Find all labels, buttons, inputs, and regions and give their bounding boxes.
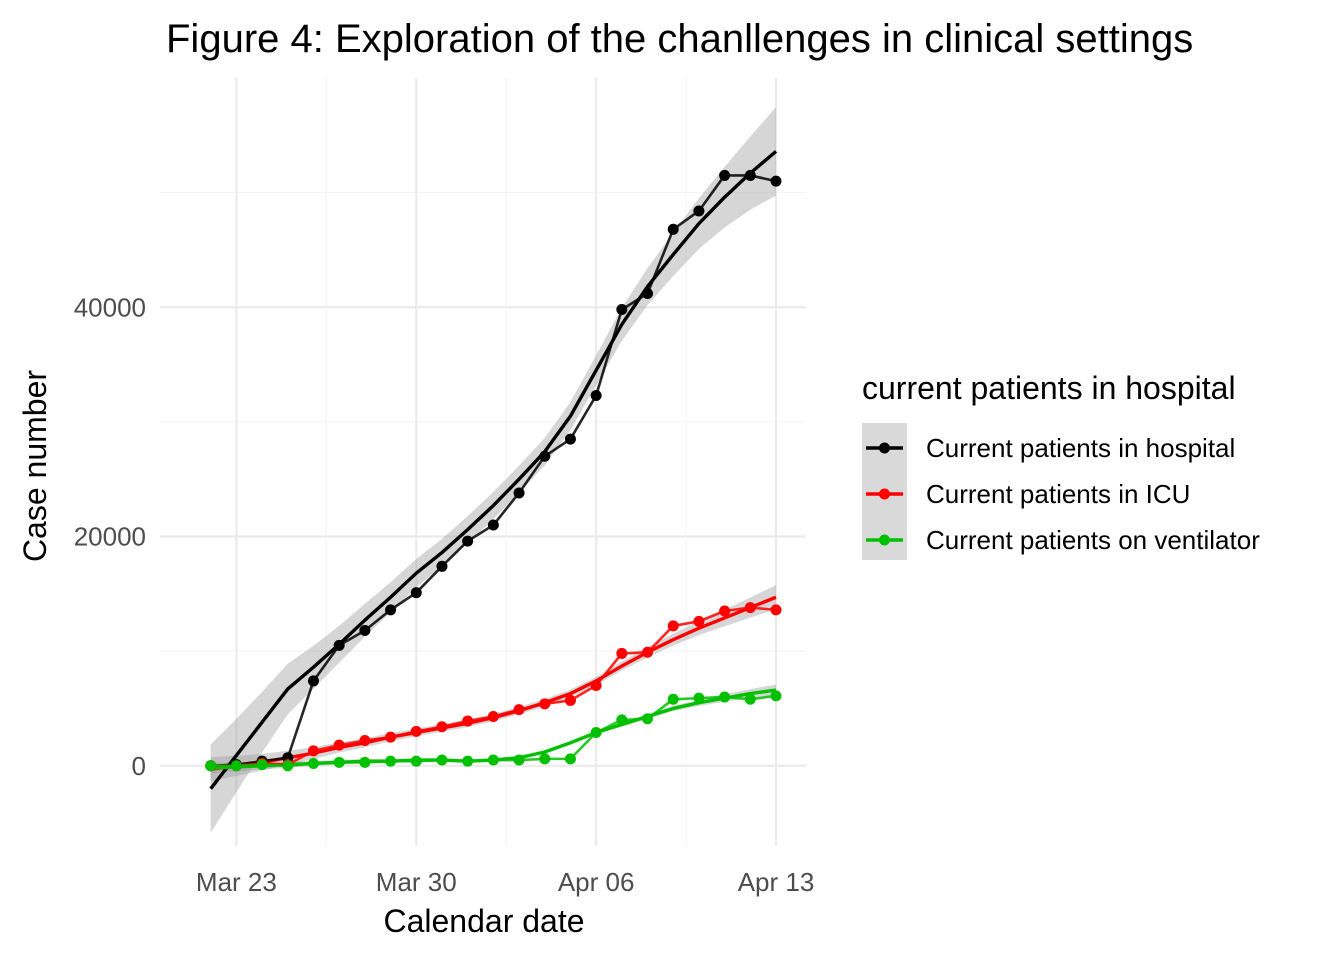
y-axis-ticks: 0 20000 40000	[74, 292, 146, 781]
data-point	[436, 721, 448, 733]
data-point	[333, 739, 345, 751]
data-point	[385, 731, 397, 743]
data-point	[770, 175, 782, 187]
y-axis-title: Case number	[17, 370, 53, 562]
data-point	[436, 754, 448, 766]
x-tick-label: Apr 06	[558, 867, 635, 897]
legend: current patients in hospital Current pat…	[862, 370, 1260, 560]
data-point	[719, 691, 731, 703]
data-point	[359, 756, 371, 768]
legend-key-point	[879, 534, 890, 546]
data-point	[667, 223, 679, 235]
data-point	[307, 757, 319, 769]
data-point	[564, 694, 576, 706]
data-point	[616, 647, 628, 659]
data-point	[513, 754, 525, 766]
data-point	[436, 560, 448, 572]
data-point	[462, 715, 474, 727]
grid	[160, 78, 806, 846]
plot-area	[160, 78, 806, 846]
data-point	[616, 304, 628, 316]
data-point	[539, 450, 551, 462]
data-point	[462, 755, 474, 767]
legend-items: Current patients in hospital Current pati…	[866, 433, 1260, 555]
data-point	[205, 760, 217, 772]
x-axis-title: Calendar date	[383, 903, 584, 939]
data-point	[385, 604, 397, 616]
data-point	[539, 698, 551, 710]
data-point	[590, 727, 602, 739]
data-point	[359, 625, 371, 637]
data-points	[205, 169, 782, 772]
data-point	[487, 519, 499, 531]
data-point	[333, 756, 345, 768]
x-axis-ticks: Mar 23 Mar 30 Apr 06 Apr 13	[196, 867, 814, 897]
data-point	[487, 710, 499, 722]
data-point	[693, 615, 705, 627]
data-point	[513, 487, 525, 499]
data-point	[282, 760, 294, 772]
data-point	[667, 620, 679, 632]
data-point	[667, 693, 679, 705]
data-point	[410, 755, 422, 767]
data-point	[385, 755, 397, 767]
data-point	[770, 604, 782, 616]
chart-title: Figure 4: Exploration of the chanllenges…	[166, 17, 1193, 61]
data-point	[333, 639, 345, 651]
y-tick-label: 0	[132, 751, 146, 781]
legend-label: Current patients in ICU	[926, 479, 1190, 509]
data-point	[256, 759, 268, 771]
data-point	[693, 692, 705, 704]
data-point	[719, 605, 731, 617]
data-point	[744, 169, 756, 181]
legend-key-point	[879, 488, 890, 500]
confidence-band	[210, 107, 776, 833]
data-point	[770, 690, 782, 702]
data-point	[642, 646, 654, 658]
data-point	[359, 735, 371, 747]
data-point	[719, 169, 731, 181]
data-point	[410, 725, 422, 737]
legend-key-point	[879, 442, 890, 454]
data-point	[230, 760, 242, 772]
trend-line	[209, 150, 778, 790]
data-point	[590, 390, 602, 402]
data-point	[307, 675, 319, 687]
data-point	[744, 602, 756, 614]
data-point	[616, 714, 628, 726]
data-point	[539, 753, 551, 765]
data-point	[590, 680, 602, 692]
data-point	[410, 587, 422, 599]
data-point	[564, 433, 576, 445]
x-tick-label: Mar 23	[196, 867, 277, 897]
y-tick-label: 20000	[74, 522, 146, 552]
legend-label: Current patients in hospital	[926, 433, 1235, 463]
data-point	[307, 745, 319, 757]
legend-title: current patients in hospital	[862, 370, 1236, 406]
legend-label: Current patients on ventilator	[926, 525, 1260, 555]
x-tick-label: Mar 30	[376, 867, 457, 897]
data-point	[642, 287, 654, 299]
data-point	[744, 693, 756, 705]
x-tick-label: Apr 13	[738, 867, 815, 897]
data-point	[462, 535, 474, 547]
data-point	[564, 753, 576, 765]
data-point	[513, 704, 525, 716]
data-point	[487, 754, 499, 766]
data-point	[642, 713, 654, 725]
y-tick-label: 40000	[74, 292, 146, 322]
data-point	[693, 205, 705, 217]
